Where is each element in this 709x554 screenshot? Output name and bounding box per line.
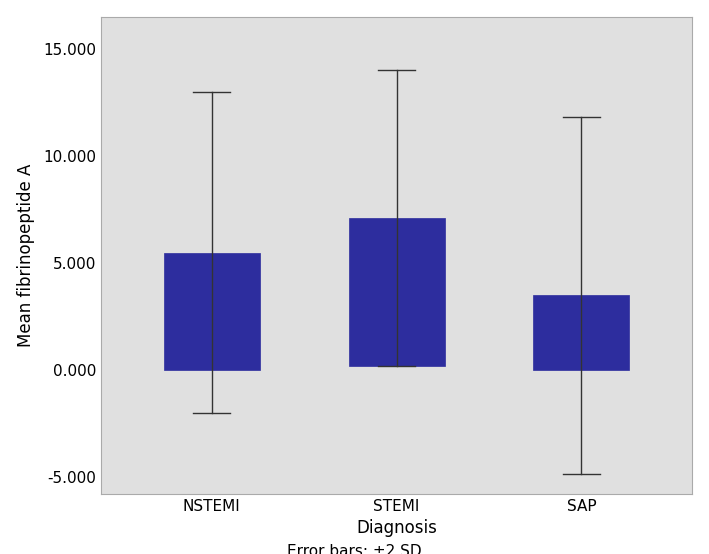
Bar bbox=[533, 295, 630, 370]
Bar bbox=[349, 218, 445, 366]
Text: Error bars: ±2 SD: Error bars: ±2 SD bbox=[287, 544, 422, 554]
Bar bbox=[164, 253, 259, 370]
X-axis label: Diagnosis: Diagnosis bbox=[356, 519, 437, 537]
Y-axis label: Mean fibrinopeptide A: Mean fibrinopeptide A bbox=[17, 163, 35, 347]
